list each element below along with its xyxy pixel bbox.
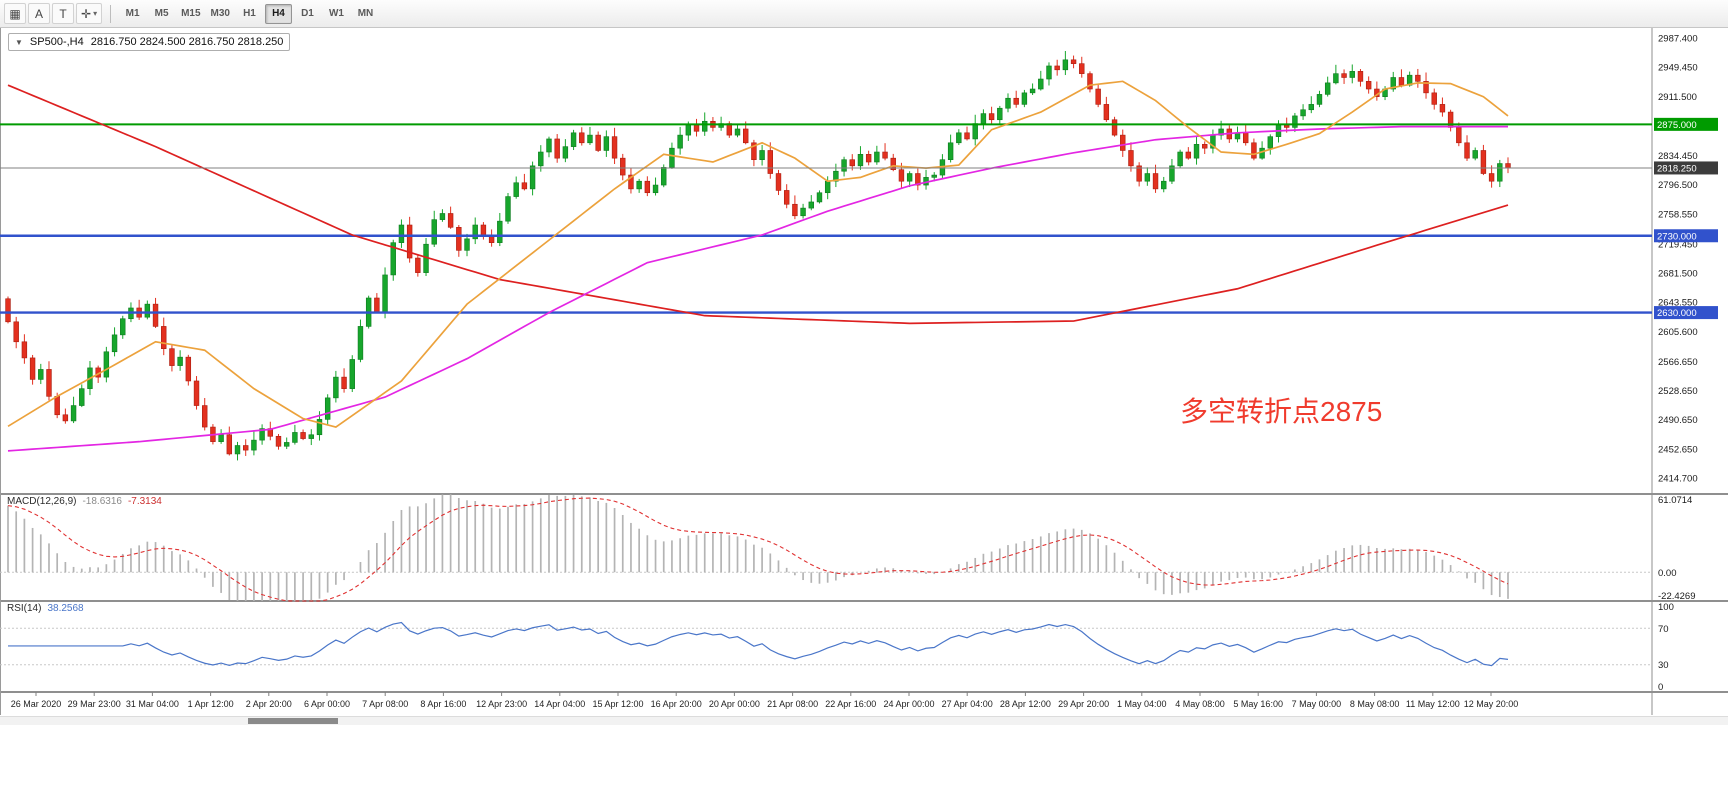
svg-text:2949.450: 2949.450 [1658,63,1698,74]
panel-frames [0,28,1728,715]
svg-text:2490.650: 2490.650 [1658,415,1698,426]
macd-panel[interactable] [0,494,1652,602]
collapse-arrow-icon[interactable]: ▼ [15,37,23,47]
timeframe-button-d1[interactable]: D1 [301,8,314,19]
svg-text:2758.550: 2758.550 [1658,209,1698,220]
h-scrollbar[interactable] [0,716,1728,725]
svg-text:70: 70 [1658,624,1669,635]
svg-text:2643.550: 2643.550 [1658,298,1698,309]
rsi-value: 38.2568 [47,603,84,614]
svg-text:2987.400: 2987.400 [1658,34,1698,45]
svg-text:30: 30 [1658,660,1669,671]
macd-signal-value: -7.3134 [127,496,162,507]
svg-text:100: 100 [1658,602,1674,613]
indicators-button[interactable]: ▦ [4,3,26,24]
macd-value: -18.6316 [82,496,122,507]
svg-text:5 May 16:00: 5 May 16:00 [1233,699,1283,709]
svg-text:6 Apr 00:00: 6 Apr 00:00 [304,699,350,709]
letter-t-icon: T [59,6,67,21]
svg-text:2796.500: 2796.500 [1658,180,1698,191]
text-label-button[interactable]: A [28,3,50,24]
toolbar: ▦ A T ✛ ▾ M1 M5 M15 M30 H1 H4 D1 W1 MN [0,0,1728,28]
svg-text:0: 0 [1658,682,1663,693]
timeframe-button-w1[interactable]: W1 [328,8,344,19]
time-axis: 26 Mar 2020 29 Mar 23:00 31 Mar 04:00 1 Apr… [11,692,1519,709]
svg-text:1 Apr 12:00: 1 Apr 12:00 [188,699,234,709]
svg-text:2834.450: 2834.450 [1658,151,1698,162]
svg-text:21 Apr 08:00: 21 Apr 08:00 [767,699,818,709]
svg-text:2911.500: 2911.500 [1658,92,1697,103]
price-axis[interactable]: 2987.400 2949.450 2911.500 2834.450 2796.500… [1654,34,1718,694]
text-tool-button[interactable]: T [52,3,74,24]
crosshair-tool-button[interactable]: ✛ ▾ [76,3,103,24]
timeframe-button-m15[interactable]: M15 [181,8,201,19]
svg-text:2719.450: 2719.450 [1658,239,1698,250]
rsi-name: RSI(14) [7,603,42,614]
svg-text:7 May 00:00: 7 May 00:00 [1292,699,1342,709]
svg-text:0.00: 0.00 [1658,568,1677,579]
svg-text:14 Apr 04:00: 14 Apr 04:00 [534,699,585,709]
chart-canvas[interactable]: 2987.400 2949.450 2911.500 2834.450 2796.500… [0,28,1728,796]
svg-text:2630.000: 2630.000 [1657,308,1697,319]
symbol-title: SP500-,H4 [29,36,84,48]
timeframe-button-h4[interactable]: H4 [264,3,292,24]
timeframe-button-mn[interactable]: MN [357,8,374,19]
svg-text:16 Apr 20:00: 16 Apr 20:00 [651,699,702,709]
h-scrollbar-thumb[interactable] [248,718,338,724]
symbol-ohlc-box: ▼ SP500-,H4 2816.750 2824.500 2816.750 2… [8,33,291,51]
price-chart-panel[interactable] [0,50,1652,461]
svg-text:2730.000: 2730.000 [1657,231,1697,242]
crosshair-icon: ✛ [81,6,92,21]
svg-text:24 Apr 00:00: 24 Apr 00:00 [883,699,934,709]
svg-text:8 May 08:00: 8 May 08:00 [1350,699,1400,709]
svg-text:29 Apr 20:00: 29 Apr 20:00 [1058,699,1109,709]
svg-text:8 Apr 16:00: 8 Apr 16:00 [420,699,466,709]
ohlc-values: 2816.750 2824.500 2816.750 2818.250 [90,36,284,48]
indicators-grid-icon: ▦ [9,6,21,21]
svg-text:26 Mar 2020: 26 Mar 2020 [11,699,62,709]
svg-text:20 Apr 00:00: 20 Apr 00:00 [709,699,760,709]
svg-text:12 Apr 23:00: 12 Apr 23:00 [476,699,527,709]
timeframe-button-m30[interactable]: M30 [210,8,230,19]
svg-text:27 Apr 04:00: 27 Apr 04:00 [942,699,993,709]
svg-text:2605.600: 2605.600 [1658,327,1698,338]
macd-indicator-label: MACD(12,26,9) -18.6316 -7.3134 [7,496,162,507]
svg-text:2528.650: 2528.650 [1658,386,1698,397]
timeframe-button-m5[interactable]: M5 [154,8,169,19]
svg-text:11 May 12:00: 11 May 12:00 [1406,699,1460,709]
svg-text:31 Mar 04:00: 31 Mar 04:00 [126,699,179,709]
timeframe-toolbar: M1 M5 M15 M30 H1 H4 D1 W1 MN [119,3,379,24]
svg-text:15 Apr 12:00: 15 Apr 12:00 [592,699,643,709]
macd-name: MACD(12,26,9) [7,496,77,507]
timeframe-button-h1[interactable]: H1 [243,8,256,19]
timeframe-button-m1[interactable]: M1 [125,8,140,19]
svg-text:4 May 08:00: 4 May 08:00 [1175,699,1225,709]
svg-text:2818.250: 2818.250 [1657,163,1697,174]
svg-text:22 Apr 16:00: 22 Apr 16:00 [825,699,876,709]
svg-text:2 Apr 20:00: 2 Apr 20:00 [246,699,292,709]
svg-text:28 Apr 12:00: 28 Apr 12:00 [1000,699,1051,709]
rsi-panel[interactable] [0,621,1652,667]
svg-text:12 May 20:00: 12 May 20:00 [1464,699,1519,709]
svg-text:-22.4269: -22.4269 [1658,591,1696,602]
chevron-down-icon: ▾ [93,9,98,18]
svg-text:2875.000: 2875.000 [1657,120,1697,131]
svg-text:2414.700: 2414.700 [1658,474,1698,485]
svg-text:29 Mar 23:00: 29 Mar 23:00 [68,699,121,709]
chart-annotation: 多空转折点2875 [1180,396,1383,427]
toolbar-separator [110,4,112,23]
svg-text:2566.650: 2566.650 [1658,357,1698,368]
svg-text:1 May 04:00: 1 May 04:00 [1117,699,1167,709]
svg-text:2681.500: 2681.500 [1658,269,1698,280]
svg-text:61.0714: 61.0714 [1658,495,1692,506]
svg-text:2452.650: 2452.650 [1658,444,1698,455]
svg-text:7 Apr 08:00: 7 Apr 08:00 [362,699,408,709]
letter-a-icon: A [34,6,43,21]
rsi-indicator-label: RSI(14) 38.2568 [7,603,84,614]
